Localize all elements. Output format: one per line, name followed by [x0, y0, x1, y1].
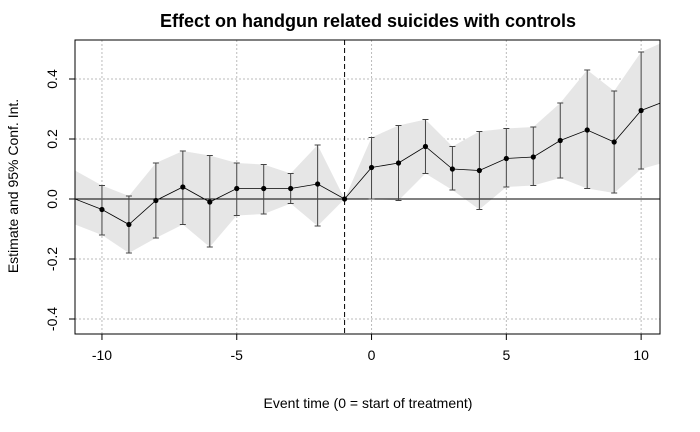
estimate-point — [476, 167, 482, 174]
estimate-point — [638, 107, 644, 114]
estimate-point — [126, 221, 132, 228]
x-axis: -10 -5 0 5 10 — [92, 334, 649, 363]
y-axis: -0.4 -0.2 0.0 0.2 0.4 — [44, 69, 75, 331]
x-axis-label: Event time (0 = start of treatment) — [264, 395, 473, 411]
x-tick-label: -5 — [231, 347, 244, 363]
y-axis-label: Estimate and 95% Conf. Int. — [5, 99, 21, 273]
estimate-point — [180, 184, 186, 190]
estimate-point — [288, 185, 294, 192]
estimate-point — [368, 164, 375, 171]
confidence-band-area — [75, 43, 660, 253]
x-tick-label: -10 — [92, 347, 112, 363]
chart-title: Effect on handgun related suicides with … — [160, 11, 576, 31]
x-tick-label: 0 — [368, 347, 376, 363]
estimate-point — [315, 181, 321, 187]
estimate-point — [503, 155, 509, 162]
y-tick-label: 0.0 — [44, 189, 60, 209]
y-tick-label: 0.4 — [44, 69, 60, 89]
estimate-point — [449, 166, 456, 172]
estimate-point — [207, 199, 213, 205]
estimate-point — [584, 127, 590, 133]
estimate-point — [557, 137, 563, 144]
x-tick-label: 5 — [502, 347, 510, 363]
estimate-point — [395, 160, 402, 166]
y-tick-label: 0.2 — [44, 129, 60, 149]
estimate-points — [99, 107, 644, 228]
x-tick-label: 10 — [633, 347, 649, 363]
estimate-point — [611, 139, 617, 145]
y-tick-label: -0.2 — [44, 247, 60, 271]
estimate-point — [341, 196, 348, 202]
estimate-point — [530, 154, 536, 160]
y-tick-label: -0.4 — [44, 307, 60, 331]
estimate-point — [261, 185, 267, 192]
plot-frame — [74, 39, 661, 335]
estimate-point — [99, 206, 105, 213]
confidence-band — [75, 43, 660, 253]
reference-lines — [75, 40, 660, 334]
estimate-point — [234, 185, 240, 192]
estimate-point — [153, 197, 159, 204]
estimate-point — [422, 143, 429, 150]
